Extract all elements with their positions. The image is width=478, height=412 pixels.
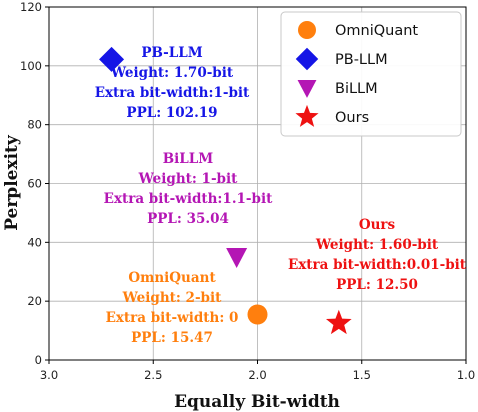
x-axis-ticks: 3.0 2.5 2.0 1.5 1.0 — [40, 360, 475, 382]
legend-frame — [280, 11, 462, 137]
x-tick-label: 2.5 — [144, 368, 162, 382]
legend-label-omniquant: OmniQuant — [335, 23, 418, 39]
ours-annotation-line: Weight: 1.60-bit — [315, 237, 439, 253]
data-markers — [99, 46, 352, 335]
ours-annotation-line: Ours — [359, 217, 396, 233]
y-tick-label: 120 — [20, 0, 42, 14]
y-axis-title: Perplexity — [2, 134, 22, 231]
y-tick-label: 60 — [27, 177, 42, 191]
pb-llm-annotation-line: PB-LLM — [141, 45, 202, 61]
ours-marker — [325, 309, 352, 335]
billm-marker — [226, 247, 248, 268]
ours-annotation-line: PPL: 12.50 — [336, 277, 418, 293]
omniquant-annotation-line: PPL: 15.47 — [131, 330, 213, 346]
billm-annotation-line: PPL: 35.04 — [147, 211, 229, 227]
x-tick-label: 1.5 — [353, 368, 371, 382]
pb-llm-annotation-line: Weight: 1.70-bit — [110, 65, 234, 81]
x-tick-label: 1.0 — [457, 368, 475, 382]
pb-llm-annotation-line: Extra bit-width:1-bit — [95, 85, 250, 101]
ours-annotation-line: Extra bit-width:0.01-bit — [288, 257, 467, 273]
y-tick-label: 20 — [27, 294, 42, 308]
x-tick-label: 2.0 — [248, 368, 266, 382]
y-axis-ticks: 0 20 40 60 80 100 120 — [20, 0, 49, 367]
billm-annotation-line: Extra bit-width:1.1-bit — [104, 191, 273, 207]
y-tick-label: 40 — [27, 235, 42, 249]
x-tick-label: 3.0 — [40, 368, 58, 382]
pb-llm-marker — [99, 46, 125, 72]
pb-llm-annotation-line: PPL: 102.19 — [126, 105, 217, 121]
legend-pb-llm-icon — [295, 47, 319, 71]
billm-annotation-line: BiLLM — [163, 151, 214, 167]
omniquant-annotation-line: OmniQuant — [128, 270, 216, 286]
legend-omniquant-icon — [298, 21, 316, 39]
legend-billm-icon — [297, 79, 317, 98]
point-annotations: OmniQuant Weight: 2-bit Extra bit-width: 0… — [95, 45, 467, 346]
x-axis-title: Equally Bit-width — [174, 392, 340, 412]
legend-label-billm: BiLLM — [335, 81, 378, 97]
omniquant-annotation-line: Weight: 2-bit — [122, 290, 223, 306]
y-tick-label: 100 — [20, 59, 42, 73]
legend-label-ours: Ours — [335, 110, 369, 126]
billm-annotation-line: Weight: 1-bit — [138, 171, 239, 187]
legend: OmniQuant PB-LLM BiLLM Ours — [280, 11, 462, 137]
omniquant-marker — [247, 304, 268, 325]
omniquant-annotation-line: Extra bit-width: 0 — [106, 310, 239, 326]
y-tick-label: 80 — [27, 118, 42, 132]
legend-ours-icon — [295, 104, 319, 127]
legend-label-pb-llm: PB-LLM — [335, 52, 388, 68]
y-tick-label: 0 — [35, 353, 42, 367]
